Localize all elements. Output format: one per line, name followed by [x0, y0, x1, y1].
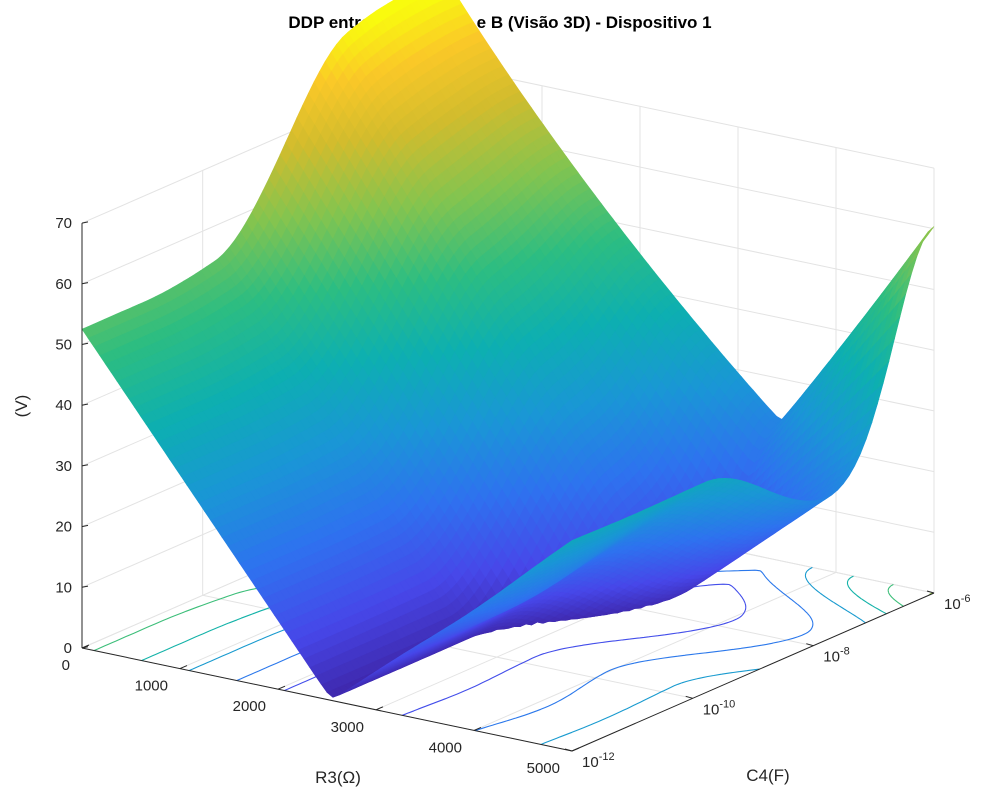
- grid-line: [443, 64, 935, 169]
- surface-patch: [437, 0, 444, 2]
- surface-plot: [81, 0, 935, 698]
- grid-line: [473, 571, 837, 731]
